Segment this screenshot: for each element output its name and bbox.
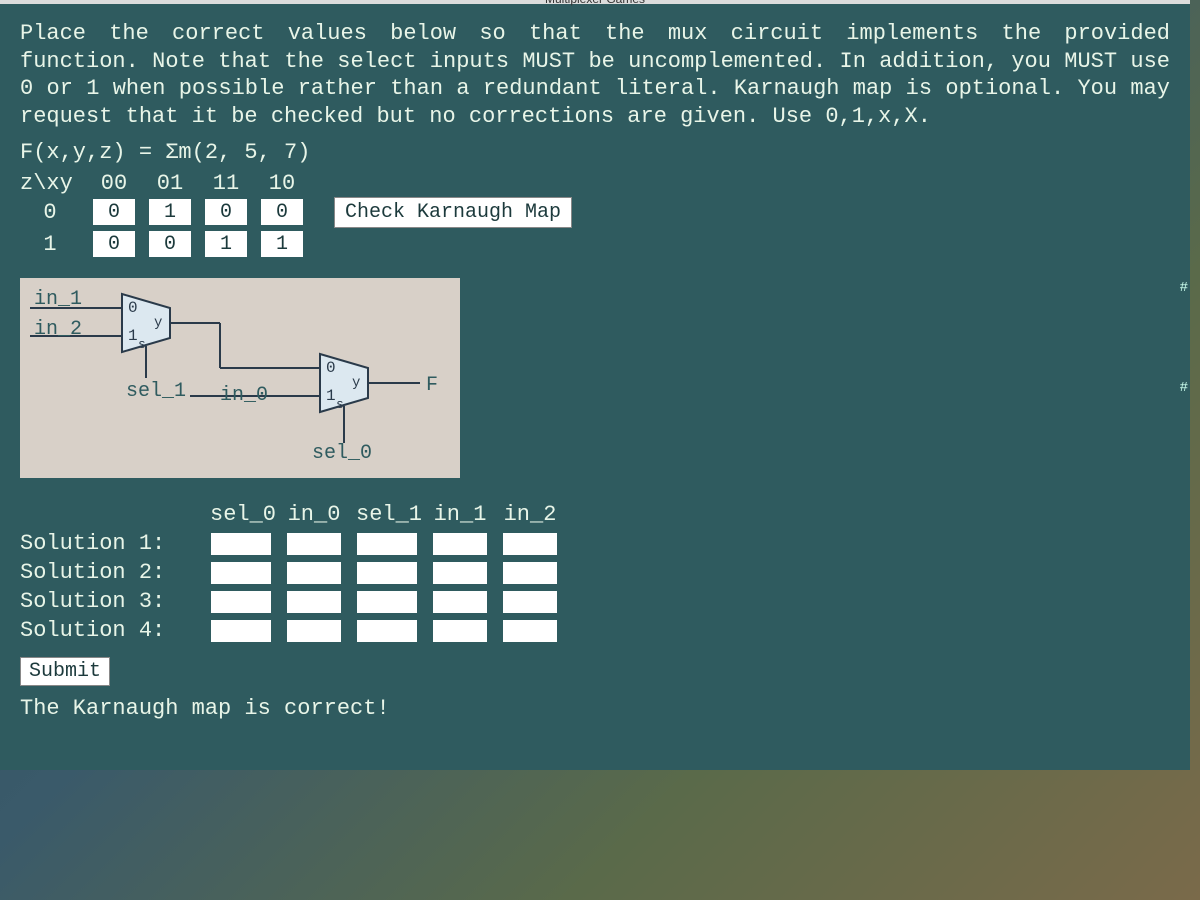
edge-artifact: #	[1180, 380, 1188, 396]
solution-col-header: in_2	[502, 502, 558, 527]
kmap-cell[interactable]	[260, 230, 304, 258]
solution-input[interactable]	[502, 532, 558, 556]
solution-col-header: in_0	[286, 502, 342, 527]
circuit-label-sel-0: sel_0	[312, 442, 372, 465]
function-definition: F(x,y,z) = Σm(2, 5, 7)	[20, 140, 1170, 165]
kmap-cell[interactable]	[260, 198, 304, 226]
kmap-row-label: 0	[20, 200, 80, 225]
instructions-text: Place the correct values below so that t…	[20, 20, 1170, 130]
solution-input[interactable]	[356, 590, 418, 614]
submit-button[interactable]: Submit	[20, 657, 110, 686]
solution-row-label: Solution 2:	[20, 560, 196, 585]
circuit-label-in-1: in_1	[34, 288, 82, 311]
circuit-diagram: 0 1 y s 0 1 y s in_1 in_2 sel_1	[20, 278, 460, 478]
solution-input[interactable]	[210, 619, 272, 643]
check-karnaugh-button[interactable]: Check Karnaugh Map	[334, 197, 572, 228]
circuit-label-output-f: F	[426, 374, 438, 397]
solution-input[interactable]	[356, 532, 418, 556]
solutions-table: sel_0 in_0 sel_1 in_1 in_2 Solution 1: S…	[20, 502, 1170, 643]
mux-input-1-label: 1	[326, 387, 336, 405]
solution-input[interactable]	[432, 619, 488, 643]
solution-input[interactable]	[286, 532, 342, 556]
kmap-col-label: 01	[148, 171, 192, 196]
status-message: The Karnaugh map is correct!	[20, 696, 1170, 721]
solution-input[interactable]	[432, 532, 488, 556]
kmap-cell[interactable]	[148, 230, 192, 258]
solution-input[interactable]	[210, 590, 272, 614]
karnaugh-map: z\xy 00 01 11 10 0 1	[20, 171, 304, 260]
mux-output-y-label: y	[352, 375, 360, 391]
kmap-corner-label: z\xy	[20, 171, 80, 196]
solution-row: Solution 2:	[20, 560, 1170, 585]
solution-input[interactable]	[210, 561, 272, 585]
solution-col-header: sel_0	[210, 502, 272, 527]
kmap-col-label: 10	[260, 171, 304, 196]
kmap-cell[interactable]	[92, 198, 136, 226]
solution-input[interactable]	[286, 561, 342, 585]
solution-row: Solution 4:	[20, 618, 1170, 643]
solution-input[interactable]	[356, 561, 418, 585]
solution-input[interactable]	[286, 619, 342, 643]
kmap-col-label: 11	[204, 171, 248, 196]
solution-input[interactable]	[432, 590, 488, 614]
solution-input[interactable]	[502, 561, 558, 585]
circuit-label-in-2: in_2	[34, 318, 82, 341]
solution-input[interactable]	[432, 561, 488, 585]
window-title: Multiplexer Games	[545, 0, 645, 6]
kmap-cell[interactable]	[148, 198, 192, 226]
solution-row-label: Solution 3:	[20, 589, 196, 614]
kmap-row-label: 1	[20, 232, 80, 257]
kmap-cell[interactable]	[204, 230, 248, 258]
solution-input[interactable]	[210, 532, 272, 556]
app-window: Multiplexer Games Place the correct valu…	[0, 0, 1190, 770]
mux-output-y-label: y	[154, 315, 162, 331]
circuit-label-sel-1: sel_1	[126, 380, 186, 403]
mux-input-1-label: 1	[128, 327, 138, 345]
solution-row: Solution 3:	[20, 589, 1170, 614]
solution-row: Solution 1:	[20, 531, 1170, 556]
solution-col-header: in_1	[432, 502, 488, 527]
circuit-label-in-0: in_0	[220, 384, 268, 407]
solution-input[interactable]	[286, 590, 342, 614]
mux-input-0-label: 0	[326, 359, 336, 377]
mux-select-s-label: s	[138, 337, 146, 352]
solution-input[interactable]	[356, 619, 418, 643]
solution-row-label: Solution 1:	[20, 531, 196, 556]
solution-col-header: sel_1	[356, 502, 418, 527]
kmap-col-label: 00	[92, 171, 136, 196]
kmap-cell[interactable]	[204, 198, 248, 226]
mux-input-0-label: 0	[128, 299, 138, 317]
kmap-cell[interactable]	[92, 230, 136, 258]
mux-select-s-label: s	[336, 397, 344, 412]
window-titlebar: Multiplexer Games	[0, 0, 1190, 4]
solution-input[interactable]	[502, 619, 558, 643]
edge-artifact: #	[1180, 280, 1188, 296]
solution-row-label: Solution 4:	[20, 618, 196, 643]
solution-input[interactable]	[502, 590, 558, 614]
